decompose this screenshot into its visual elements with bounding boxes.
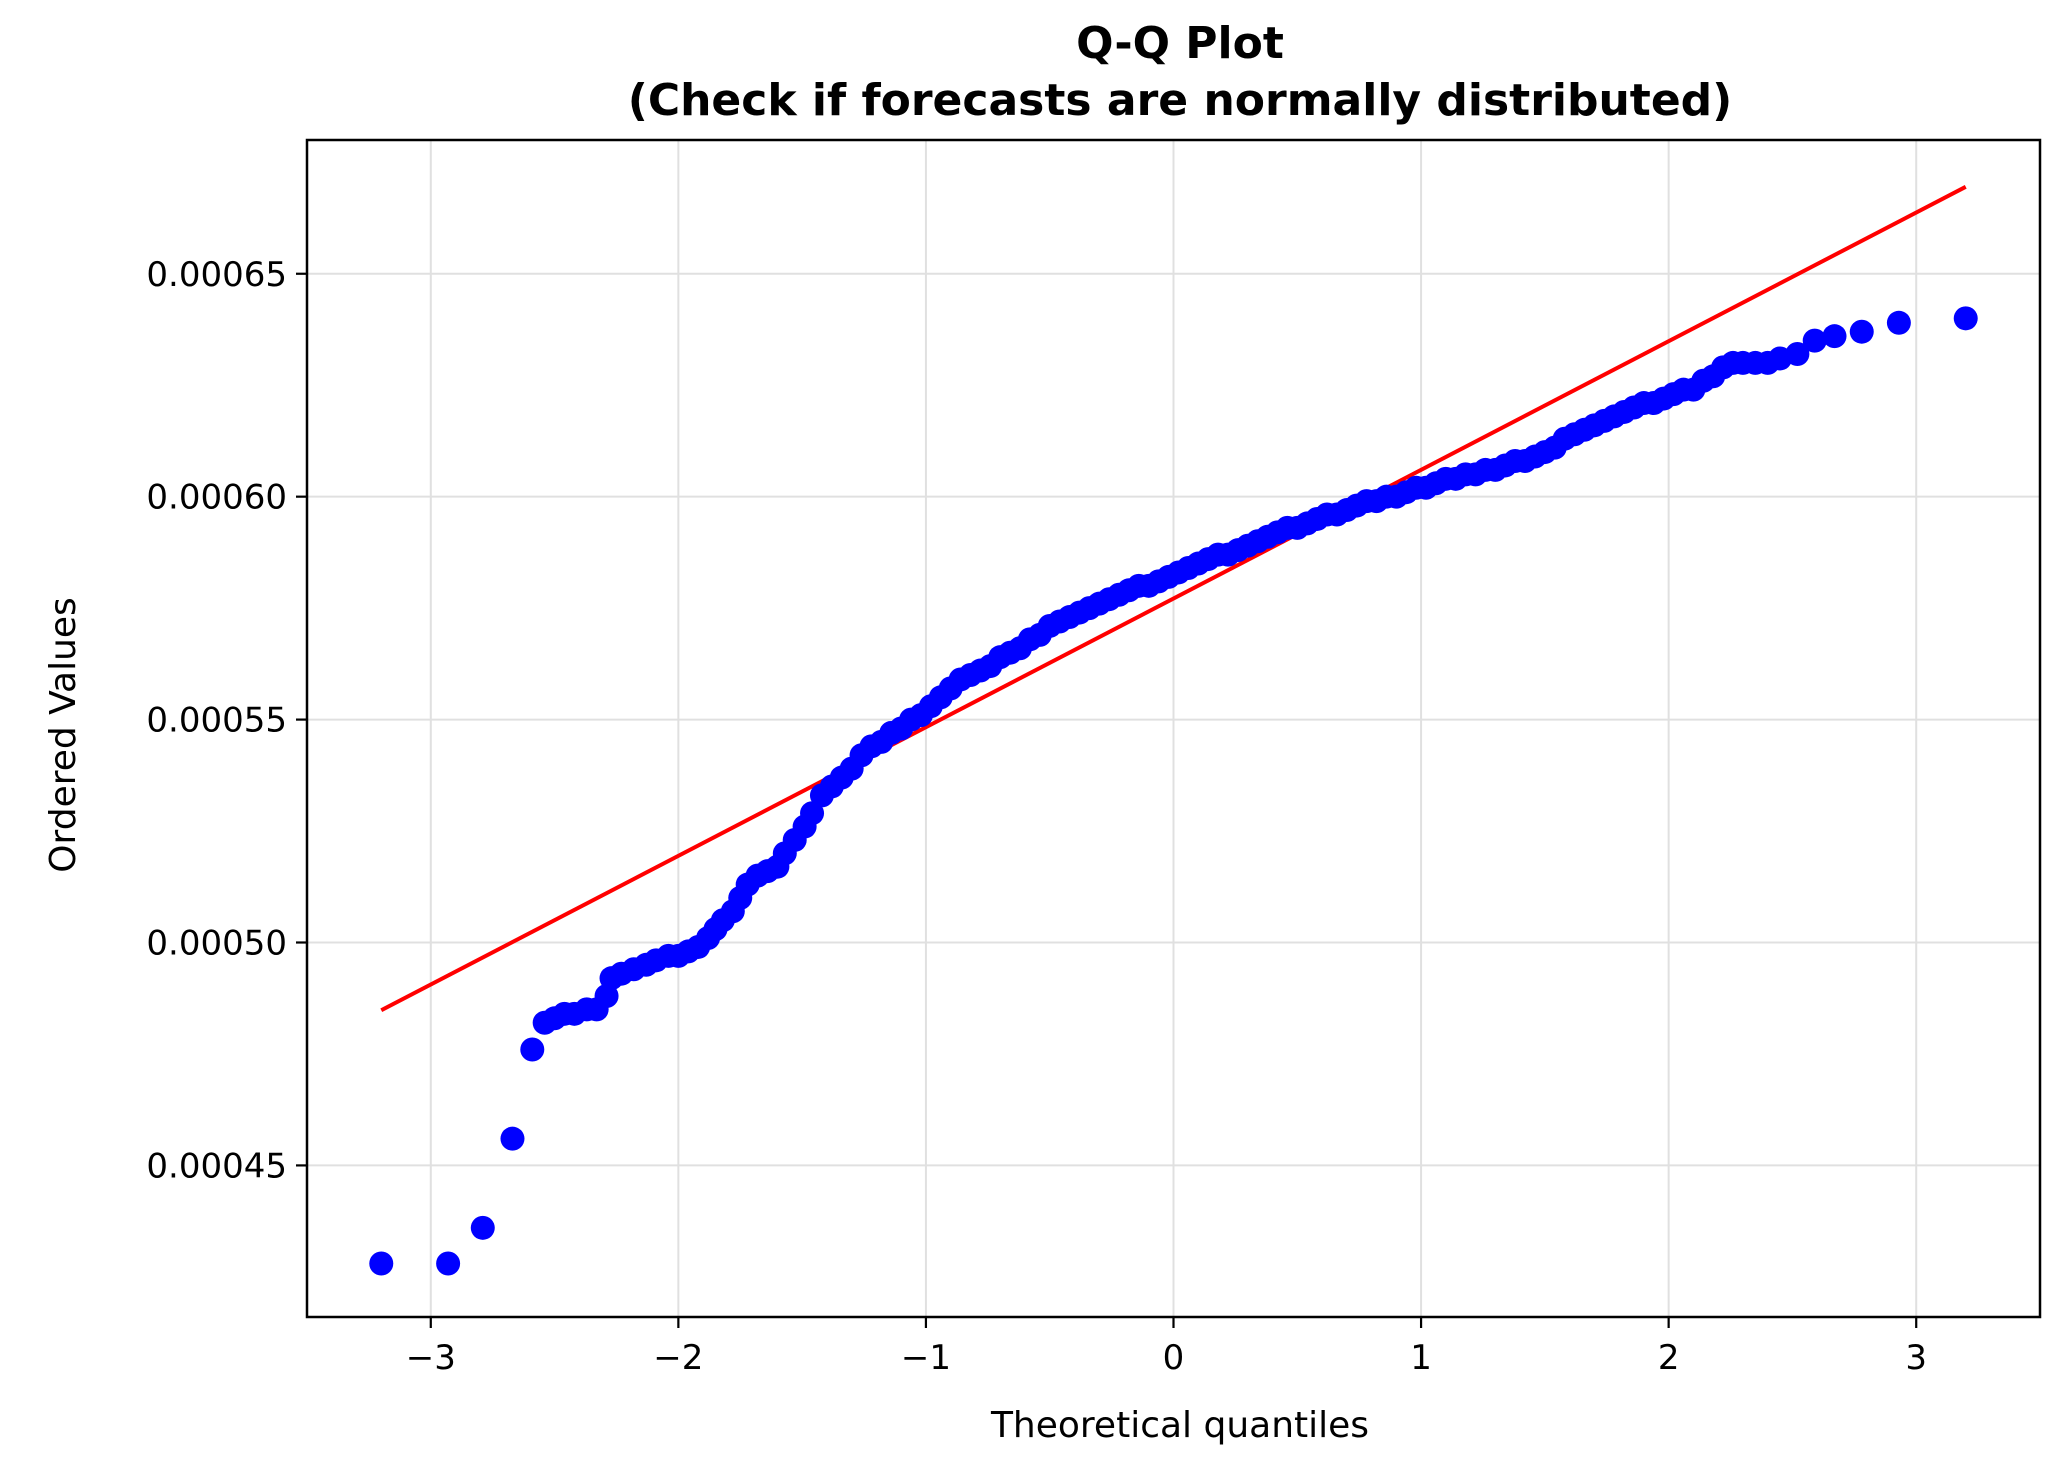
fit-line-layer xyxy=(380,185,1967,1013)
data-point xyxy=(500,1126,525,1151)
data-point xyxy=(470,1215,495,1240)
y-tick-label: 0.00045 xyxy=(146,1146,287,1186)
data-point xyxy=(1802,328,1827,353)
x-tick-label: 3 xyxy=(1905,1338,1927,1378)
y-tick-label: 0.00050 xyxy=(146,924,287,964)
fit-line xyxy=(380,185,1967,1013)
data-point xyxy=(800,801,825,826)
chart-title: Q-Q Plot xyxy=(1076,18,1284,69)
data-points-layer xyxy=(369,306,1978,1276)
y-tick-label: 0.00065 xyxy=(146,255,287,295)
y-axis-label: Ordered Values xyxy=(43,597,84,873)
data-point xyxy=(436,1251,461,1276)
x-tick-label: −2 xyxy=(653,1338,703,1378)
data-point xyxy=(520,1037,545,1062)
data-point xyxy=(1953,306,1978,331)
y-tick-label: 0.00060 xyxy=(146,478,287,518)
data-point xyxy=(1822,324,1847,349)
y-axis-ticks: 0.00045 0.00050 0.00055 0.00060 0.00065 xyxy=(146,255,307,1186)
data-point xyxy=(369,1251,394,1276)
x-tick-label: −1 xyxy=(901,1338,951,1378)
data-point xyxy=(1785,342,1810,366)
x-axis-label: Theoretical quantiles xyxy=(990,1405,1369,1446)
chart-subtitle: (Check if forecasts are normally distrib… xyxy=(628,75,1733,126)
y-tick-label: 0.00055 xyxy=(146,701,287,741)
grid-lines xyxy=(307,140,2040,1317)
x-tick-label: 1 xyxy=(1410,1338,1432,1378)
data-point xyxy=(1849,319,1874,344)
x-axis-ticks: −3 −2 −1 0 1 2 3 xyxy=(406,1317,1927,1378)
x-tick-label: −3 xyxy=(406,1338,456,1378)
x-tick-label: 0 xyxy=(1163,1338,1185,1378)
data-point xyxy=(1886,310,1911,335)
x-tick-label: 2 xyxy=(1658,1338,1680,1378)
